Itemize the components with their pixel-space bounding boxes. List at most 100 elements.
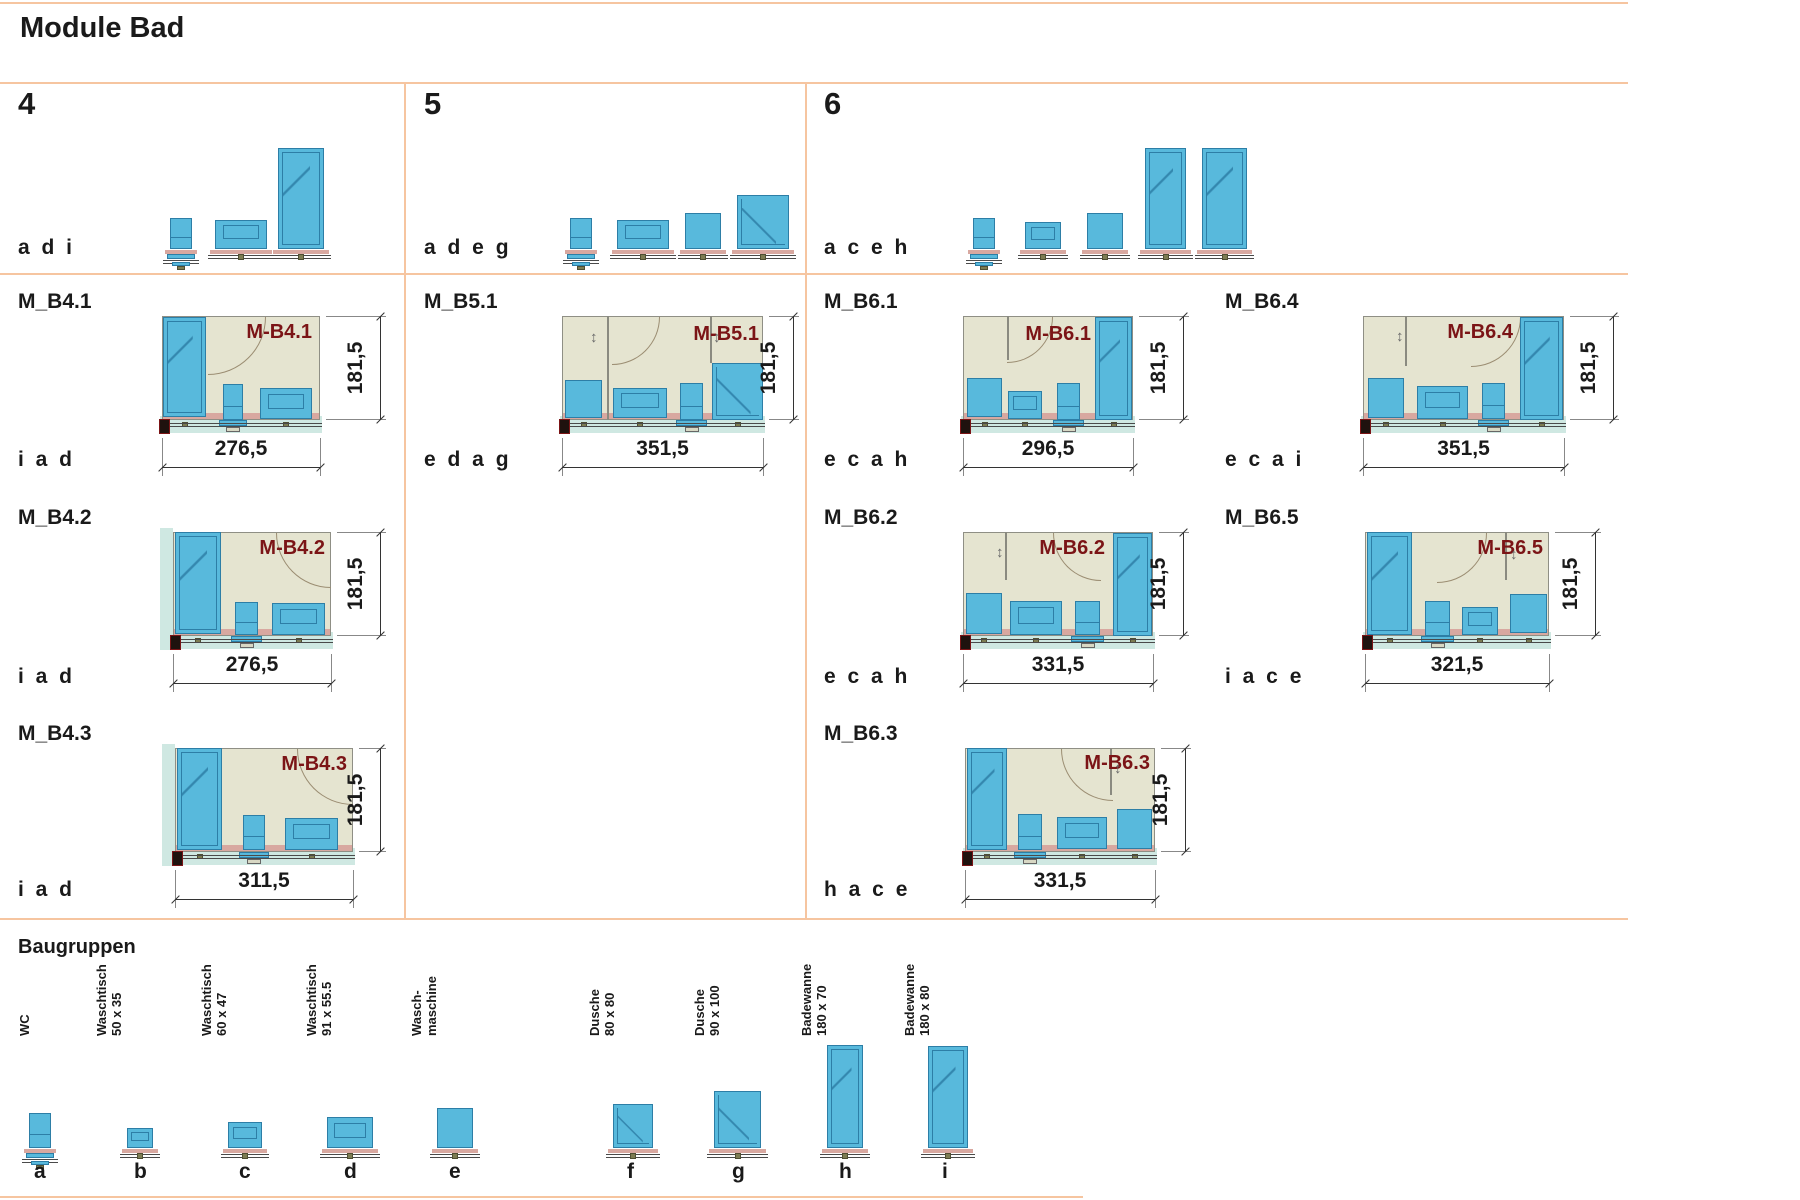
service-shaft-block bbox=[962, 851, 973, 866]
install-wall-band bbox=[223, 1149, 267, 1153]
dim-line-width bbox=[963, 683, 1153, 684]
service-shaft-block bbox=[172, 851, 183, 866]
install-wall-band bbox=[964, 413, 1132, 419]
fixture-wc-detail bbox=[1018, 836, 1042, 838]
interior-wall bbox=[1007, 316, 1009, 360]
dim-width-value: 351,5 bbox=[636, 437, 689, 460]
module-letter-codes: i a c e bbox=[1225, 665, 1305, 688]
dim-extension-line bbox=[320, 438, 321, 476]
fixture-washbasin bbox=[127, 1128, 153, 1148]
install-wall-band bbox=[822, 1149, 868, 1153]
dim-line-height bbox=[380, 316, 381, 420]
install-wall-band bbox=[432, 1149, 478, 1153]
plan-label: M-B6.3 bbox=[1084, 752, 1150, 774]
fixture-washbasin bbox=[1057, 817, 1107, 849]
module-letter-codes: i a d bbox=[18, 665, 76, 688]
vertical-arrow-symbol: ↕ bbox=[1396, 328, 1404, 345]
column-header-5: 5 bbox=[424, 86, 442, 121]
fixture-letter-code: h bbox=[839, 1160, 855, 1183]
wc-marker bbox=[1061, 427, 1076, 432]
vertical-arrow-symbol: ↕ bbox=[1510, 546, 1518, 563]
fixture-wc-detail bbox=[170, 236, 192, 238]
dim-width-value: 321,5 bbox=[1430, 653, 1484, 676]
fixture-washbasin bbox=[617, 220, 669, 249]
interior-wall bbox=[1505, 532, 1507, 580]
plan-label: M-B4.2 bbox=[259, 537, 325, 559]
fixture-washing-machine bbox=[1510, 594, 1547, 633]
fixture-bathtub-detail bbox=[179, 536, 217, 630]
install-rail bbox=[963, 858, 1157, 859]
dim-line-height bbox=[793, 316, 794, 420]
install-rail bbox=[563, 260, 599, 261]
fixture-type-label: Waschtisch 50 x 35 bbox=[94, 964, 124, 1036]
dim-line-width bbox=[1363, 467, 1564, 468]
install-wall-band bbox=[923, 1149, 973, 1153]
install-rail bbox=[966, 260, 1002, 261]
dim-extension-line bbox=[175, 870, 176, 908]
install-wall-band bbox=[273, 250, 329, 254]
fixture-shower-detail bbox=[718, 1095, 757, 1144]
module-letter-codes: i a d bbox=[18, 878, 76, 901]
fixture-wc bbox=[1482, 383, 1505, 419]
plan-label: M-B6.2 bbox=[1039, 537, 1105, 559]
dim-line-width bbox=[1365, 683, 1549, 684]
dim-height-value: 181,5 bbox=[344, 557, 367, 611]
module-name: M_B6.3 bbox=[824, 722, 898, 745]
dim-extension-line bbox=[173, 654, 174, 692]
module-name: M_B4.1 bbox=[18, 290, 92, 313]
drain-marker bbox=[242, 1153, 248, 1159]
fixture-washbasin-detail bbox=[233, 1126, 257, 1140]
install-rail bbox=[171, 639, 333, 640]
elevation-letter-codes: a d i bbox=[18, 236, 76, 259]
wc-foot bbox=[975, 262, 993, 266]
dim-extension-line bbox=[1365, 654, 1366, 692]
dim-extension-line bbox=[1139, 419, 1189, 420]
fixture-shower bbox=[712, 363, 763, 420]
dim-height-value: 181,5 bbox=[1559, 557, 1582, 611]
install-wall-band bbox=[1140, 250, 1191, 254]
plan-label: M-B4.1 bbox=[246, 321, 312, 343]
install-zone-bottom bbox=[961, 632, 1155, 649]
dim-extension-line bbox=[965, 870, 966, 908]
fixture-bathtub bbox=[1202, 148, 1247, 249]
dim-extension-line bbox=[1161, 851, 1191, 852]
dim-extension-line bbox=[326, 316, 386, 317]
fixture-wc-detail bbox=[1057, 405, 1080, 407]
dim-line-width bbox=[963, 467, 1133, 468]
drain-marker bbox=[347, 1153, 353, 1159]
fixture-letter-code: g bbox=[732, 1160, 748, 1183]
wc-marker bbox=[1430, 643, 1445, 648]
column-header-6: 6 bbox=[824, 86, 842, 121]
fixture-washbasin-detail bbox=[223, 225, 259, 240]
column-divider-line bbox=[404, 82, 406, 918]
install-zone-left bbox=[160, 528, 173, 650]
fixture-wc bbox=[29, 1113, 51, 1148]
fixture-type-label: Badewanne 180 x 70 bbox=[799, 963, 829, 1036]
dim-extension-line bbox=[963, 654, 964, 692]
fixture-type-label: WC bbox=[16, 1014, 32, 1036]
module-name: M_B6.2 bbox=[824, 506, 898, 529]
fixture-wc bbox=[170, 218, 192, 249]
fixture-washbasin-detail bbox=[268, 393, 304, 409]
dim-extension-line bbox=[1139, 316, 1189, 317]
fixture-wc-detail bbox=[235, 622, 258, 624]
drain-marker bbox=[1221, 254, 1228, 260]
dim-height-value: 181,5 bbox=[1147, 557, 1170, 611]
drain-marker bbox=[945, 1153, 951, 1159]
drain-marker bbox=[760, 254, 766, 260]
fixture-letter-code: e bbox=[449, 1160, 464, 1183]
install-zone-bottom bbox=[1363, 632, 1551, 649]
fixture-letter-code: b bbox=[134, 1160, 150, 1183]
drain-marker bbox=[700, 254, 706, 260]
fixture-bathtub bbox=[163, 317, 206, 417]
fixture-washbasin bbox=[272, 603, 325, 635]
drain-marker bbox=[630, 1153, 636, 1159]
dim-height-value: 181,5 bbox=[757, 341, 780, 395]
fixture-bathtub-detail bbox=[971, 752, 1003, 846]
fixture-bathtub bbox=[175, 532, 221, 634]
drain-marker bbox=[842, 1153, 848, 1159]
fixture-washbasin bbox=[1010, 601, 1062, 635]
install-wall-band bbox=[1020, 250, 1066, 254]
fixture-type-label: Badewanne 180 x 80 bbox=[902, 963, 932, 1036]
fixture-type-label: Dusche 80 x 80 bbox=[587, 989, 617, 1036]
